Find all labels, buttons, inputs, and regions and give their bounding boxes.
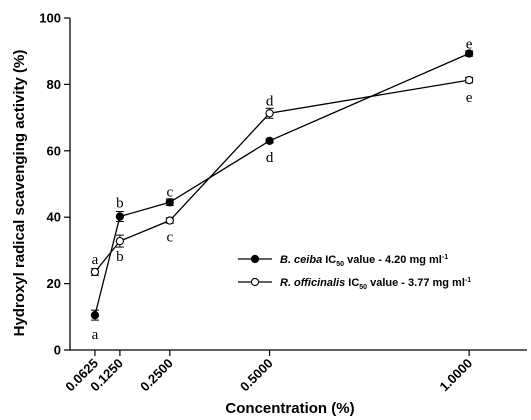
series-line [94,79,470,273]
significance-letter: b [116,249,124,265]
data-point [90,267,100,277]
y-tick-label: 20 [47,276,61,291]
significance-letter: e [466,90,473,106]
series-line [94,52,470,316]
legend-marker [250,254,260,264]
x-tick-label: 0.2500 [137,356,176,395]
series-1: a b c d e [90,37,474,343]
data-point [464,49,474,58]
x-tick-label: 0.5000 [237,356,276,395]
data-point [90,310,100,320]
y-tick-label: 60 [47,143,61,158]
y-axis-ticks: 0 20 40 60 80 100 [39,11,70,358]
significance-letter: c [166,184,173,200]
data-point [464,75,474,85]
axes [69,18,527,351]
series-layer: a b c d e a b c d e [90,37,474,343]
significance-letter: a [92,252,99,268]
legend-label: R. officinalis IC50 value - 3.77 mg ml-1 [280,277,471,291]
x-tick-label: 1.0000 [437,356,476,395]
significance-letter: e [466,37,473,53]
significance-letter: c [166,230,173,246]
y-tick-label: 100 [39,11,61,26]
legend-marker [250,277,260,287]
data-point [265,136,274,145]
data-point [115,212,125,221]
data-point [165,216,174,225]
y-axis-title: Hydroxyl radical scavenging activity (%) [11,50,28,337]
legend-entry-1: B. ceiba IC50 value - 4.20 mg ml-1 [238,254,448,268]
data-point [165,198,174,207]
legend-label: B. ceiba IC50 value - 4.20 mg ml-1 [280,254,448,268]
y-tick-label: 40 [47,210,61,225]
significance-letter: d [266,93,274,109]
legend: B. ceiba IC50 value - 4.20 mg ml-1 R. off… [238,254,471,291]
significance-letter: b [116,196,124,212]
significance-letter: d [266,150,274,166]
data-point [115,236,125,246]
y-tick-label: 0 [54,343,61,358]
legend-entry-2: R. officinalis IC50 value - 3.77 mg ml-1 [238,277,471,291]
y-tick-label: 80 [47,77,61,92]
series-2: a b c d e [90,75,474,277]
significance-letter: a [92,327,99,343]
data-point [265,109,274,118]
x-axis-title: Concentration (%) [225,400,354,417]
